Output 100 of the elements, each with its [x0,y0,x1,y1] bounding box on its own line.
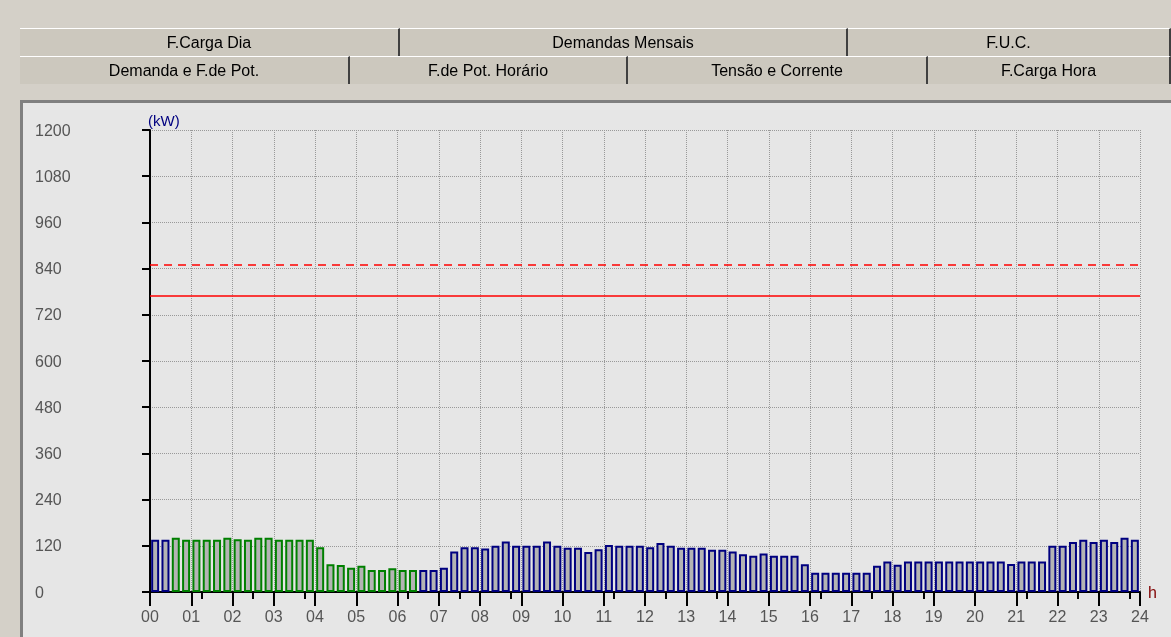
bar [821,572,830,592]
bar [378,570,387,592]
x-tick-label: 19 [924,607,943,625]
y-tick-label: 120 [35,537,62,555]
bar [1099,539,1108,592]
bar [182,539,191,592]
bar [996,561,1005,592]
bar [584,551,593,592]
bar [976,561,985,592]
bar [398,570,407,592]
x-tick-label: 09 [512,607,531,625]
x-tick-label: 04 [306,607,324,625]
bar [615,545,624,592]
bar [635,545,644,592]
bar [419,570,428,592]
y-tick-label: 840 [35,260,62,278]
bar [326,564,335,592]
x-tick-label: 12 [636,607,654,625]
y-tick-label: 600 [35,352,62,370]
bar [945,561,954,592]
x-tick-label: 07 [429,607,448,625]
bar [1038,561,1047,592]
bar [151,539,160,592]
bar [460,547,469,592]
bar [274,539,283,592]
bar [955,561,964,592]
bar [800,564,809,592]
y-tick-label: 0 [35,583,44,601]
x-tick-label: 17 [842,607,861,625]
bar [738,554,747,592]
bar [295,539,304,592]
tab: F.de Pot. Horário [350,56,628,84]
y-tick-label: 240 [35,491,62,509]
bar [604,545,613,592]
x-tick-label: 23 [1089,607,1108,625]
bar [192,539,201,592]
x-tick-label: 05 [347,607,366,625]
bar [780,555,789,592]
bar [790,555,799,592]
bar [769,555,778,592]
bar [532,545,541,592]
bar [1130,539,1139,592]
x-tick-label: 13 [677,607,696,625]
tab: Tensão e Corrente [628,56,928,84]
bar [470,547,479,592]
bar [914,561,923,592]
bar [862,572,871,592]
bar [408,570,417,592]
bar [213,539,222,592]
bar [965,561,974,592]
bar [305,539,314,592]
x-tick-label: 03 [264,607,283,625]
bar [357,565,366,592]
tab: F.Carga Dia [20,28,400,56]
bar [553,545,562,592]
bar [759,553,768,592]
bar [285,539,294,592]
y-tick-label: 1200 [35,121,71,139]
y-tick-label: 480 [35,398,62,416]
bar [512,545,521,592]
bar [501,541,510,592]
bar [903,561,912,592]
bar [522,545,531,592]
bar [1058,545,1067,592]
x-tick-label: 11 [595,607,613,625]
bar [233,539,242,592]
tab: Demandas Mensais [400,28,848,56]
x-tick-label: 24 [1131,607,1149,625]
bar [986,561,995,592]
x-tick-label: 15 [759,607,778,625]
bar [347,567,356,592]
tab: F.U.C. [848,28,1171,56]
bar [1120,537,1129,592]
bar [1048,545,1057,592]
bar [883,561,892,592]
bar [388,568,397,592]
bar [367,570,376,592]
bar [573,547,582,592]
bar [934,561,943,592]
x-tick-label: 16 [801,607,819,625]
bar [697,547,706,592]
x-tick-label: 20 [966,607,984,625]
x-tick-label: 08 [471,607,489,625]
x-tick-label: 18 [883,607,902,625]
x-tick-label: 21 [1007,607,1026,625]
y-tick-label: 720 [35,306,62,324]
bar [202,539,211,592]
x-tick-label: 00 [141,607,159,625]
bar [439,567,448,592]
bar [254,537,263,592]
bar [811,572,820,592]
bar [749,555,758,592]
bar [852,572,861,592]
bar [336,565,345,592]
bar [1089,541,1098,592]
tab: F.Carga Hora [928,56,1171,84]
bar [243,539,252,592]
y-tick-label: 360 [35,444,62,462]
x-tick-label: 10 [553,607,572,625]
x-tick-label: 14 [718,607,737,625]
